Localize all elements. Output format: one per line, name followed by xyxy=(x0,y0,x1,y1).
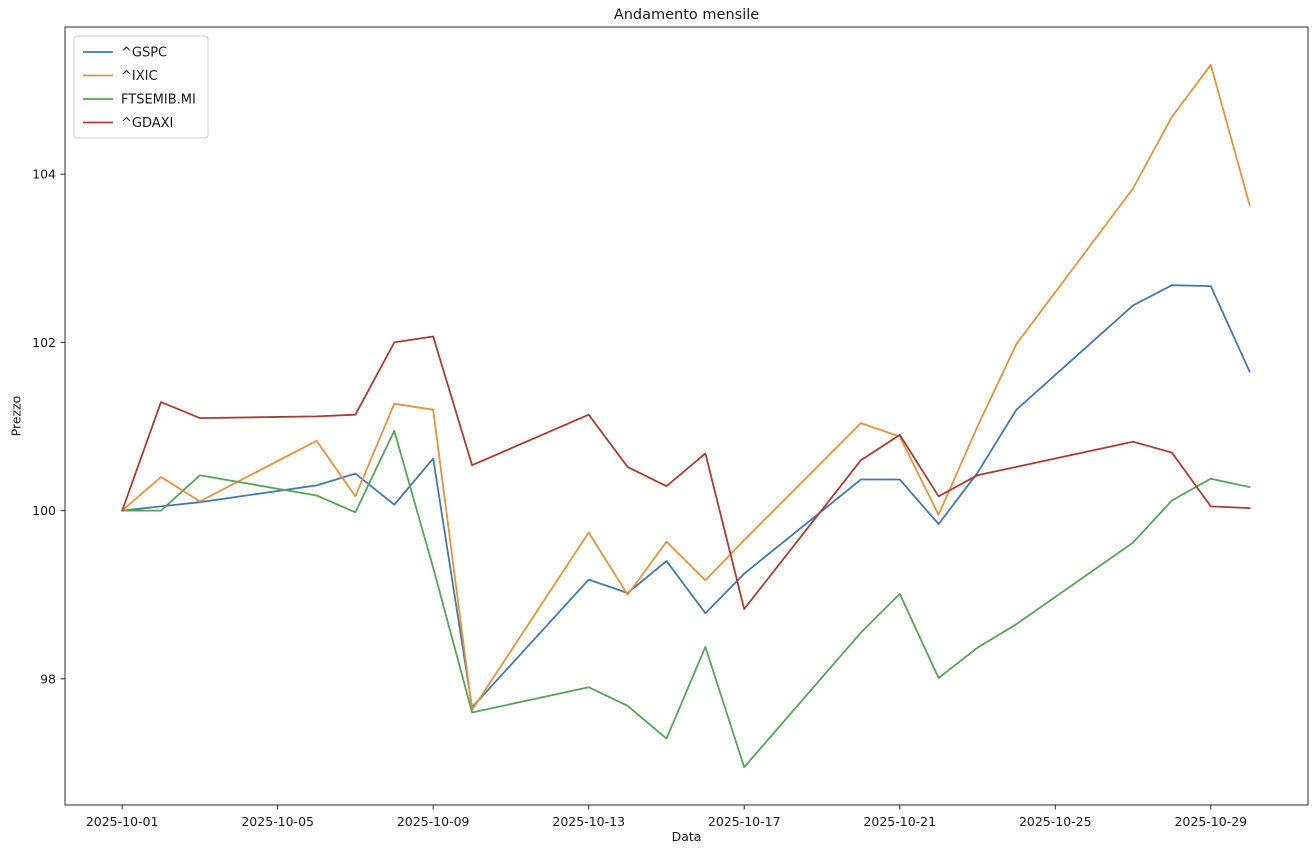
x-tick-label: 2025-10-17 xyxy=(708,814,781,829)
y-axis-label: Prezzo xyxy=(8,395,24,437)
x-tick-label: 2025-10-05 xyxy=(241,814,314,829)
x-tick-label: 2025-10-29 xyxy=(1174,814,1247,829)
series-line-^GSPC xyxy=(121,284,1251,709)
legend-label-^IXIC: ^IXIC xyxy=(121,69,158,84)
chart-title: Andamento mensile xyxy=(613,7,760,23)
y-tick-label: 98 xyxy=(40,671,56,686)
series-line-^GDAXI xyxy=(121,335,1251,610)
series-line-FTSEMIB.MI xyxy=(121,429,1251,769)
legend-label-^GDAXI: ^GDAXI xyxy=(121,116,173,131)
x-tick-label: 2025-10-21 xyxy=(863,814,936,829)
legend-label-FTSEMIB.MI: FTSEMIB.MI xyxy=(121,93,196,108)
series-line-^IXIC xyxy=(121,63,1251,711)
x-axis-label: Data xyxy=(671,829,702,844)
legend: ^GSPC ^IXIC FTSEMIB.MI ^GDAXI xyxy=(73,35,209,139)
y-tick-label: 104 xyxy=(32,167,56,182)
legend-box xyxy=(73,35,209,139)
y-tick-label: 102 xyxy=(32,335,56,350)
legend-label-^GSPC: ^GSPC xyxy=(121,46,167,61)
y-tick-label: 100 xyxy=(32,503,56,518)
x-tick-label: 2025-10-09 xyxy=(397,814,470,829)
axes-frame xyxy=(64,26,1309,806)
x-tick-label: 2025-10-25 xyxy=(1019,814,1092,829)
x-tick-label: 2025-10-13 xyxy=(552,814,625,829)
x-tick-label: 2025-10-01 xyxy=(86,814,159,829)
